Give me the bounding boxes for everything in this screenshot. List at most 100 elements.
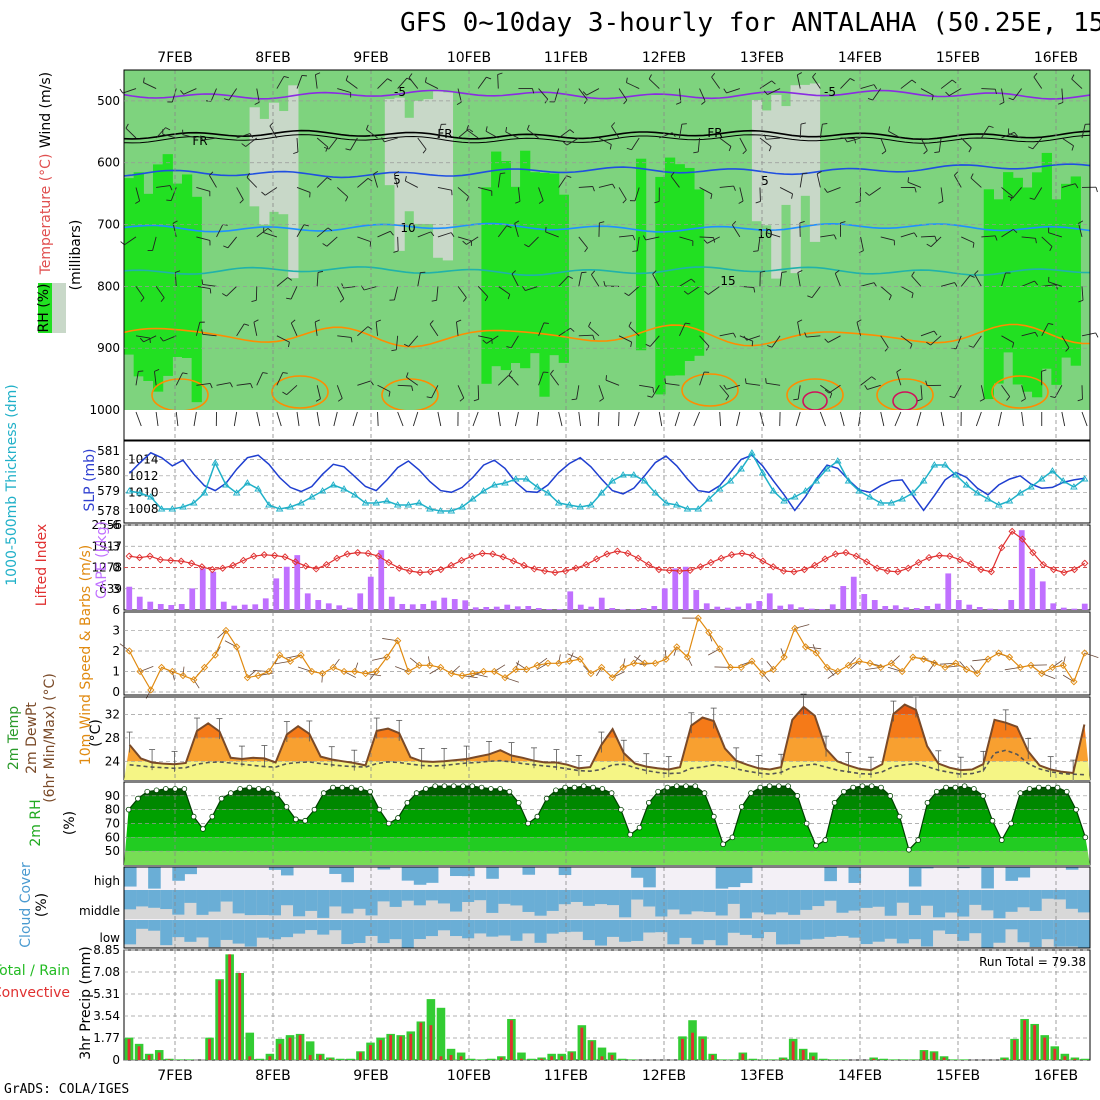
cape-bar bbox=[987, 608, 994, 610]
wind-barb-flag bbox=[642, 235, 647, 241]
data-point bbox=[769, 487, 778, 494]
wind-barb-flag bbox=[317, 270, 324, 273]
cloud-bar bbox=[450, 867, 463, 877]
data-point bbox=[308, 493, 316, 500]
data-point bbox=[572, 564, 580, 572]
cape-bar bbox=[346, 607, 353, 610]
cloud-bar bbox=[933, 920, 946, 931]
data-point bbox=[533, 483, 542, 490]
wind-barb-flag bbox=[824, 338, 829, 343]
isotherm-loop bbox=[271, 375, 329, 409]
precip-total-bar bbox=[517, 1052, 526, 1060]
wind-barb bbox=[236, 323, 245, 337]
cloud-bar bbox=[498, 920, 511, 936]
data-point bbox=[1039, 561, 1047, 569]
wind-barb-flag bbox=[913, 232, 918, 238]
wind-barb bbox=[456, 321, 459, 336]
rh-band bbox=[124, 795, 1090, 810]
wind-barb bbox=[135, 286, 145, 299]
wind-barb-flag bbox=[603, 281, 606, 287]
wind-barb-flag bbox=[628, 321, 632, 327]
wind-barb bbox=[321, 673, 323, 683]
wind-barb-flag bbox=[797, 319, 803, 323]
wind-barb-flag bbox=[911, 293, 914, 299]
data-point bbox=[501, 674, 509, 682]
cape-bar bbox=[819, 609, 826, 610]
precip-total-bar bbox=[959, 1059, 969, 1060]
wind-barb bbox=[867, 384, 881, 390]
wind-barb bbox=[598, 183, 613, 188]
wind-barb-flag bbox=[283, 76, 289, 79]
wind-barb-flag bbox=[337, 398, 343, 402]
data-point bbox=[187, 559, 196, 567]
wind-barb bbox=[1062, 656, 1066, 666]
date-label-bottom: 8FEB bbox=[255, 1068, 290, 1084]
temp-line bbox=[128, 703, 1086, 775]
cloud-bar bbox=[148, 920, 161, 931]
cloud-bar bbox=[437, 890, 451, 904]
wind-barb bbox=[497, 225, 508, 238]
data-point bbox=[876, 499, 885, 506]
wind-barb bbox=[408, 77, 419, 89]
data-point bbox=[887, 499, 896, 506]
wind-barb-flag bbox=[223, 245, 229, 249]
data-point bbox=[460, 783, 466, 789]
wind-barb bbox=[1033, 76, 1043, 89]
wind-barb-flag bbox=[429, 320, 434, 325]
wind-barb bbox=[840, 411, 845, 427]
legend-convective: Convective bbox=[0, 985, 70, 1001]
wind-barb bbox=[1012, 187, 1022, 199]
wind-barb bbox=[578, 186, 593, 188]
data-point bbox=[561, 567, 570, 575]
wind-barb-flag bbox=[522, 286, 526, 291]
wind-barb bbox=[719, 411, 722, 427]
data-point bbox=[520, 561, 528, 570]
wind-barb-flag bbox=[456, 101, 462, 105]
data-point bbox=[190, 676, 198, 684]
wind-barb bbox=[135, 371, 139, 386]
cape-bar bbox=[871, 600, 878, 610]
cloud-bar bbox=[220, 890, 234, 902]
wind-barb bbox=[296, 224, 305, 238]
wind-barb-flag bbox=[462, 240, 467, 245]
cloud-layer-label: middle bbox=[79, 904, 120, 918]
data-point bbox=[1027, 483, 1035, 490]
wind-barb bbox=[316, 411, 320, 427]
wind-barb-flag bbox=[506, 225, 512, 228]
cloud-bar bbox=[522, 920, 536, 934]
wind-barb-flag bbox=[609, 144, 612, 150]
wind-barb-flag bbox=[326, 177, 332, 181]
data-point bbox=[748, 449, 756, 456]
cloud-bar bbox=[353, 890, 366, 909]
cape-bar bbox=[882, 606, 889, 610]
cloud-bar bbox=[836, 920, 849, 936]
cloud-bar bbox=[739, 867, 753, 884]
precip-convective-bar bbox=[701, 1038, 705, 1060]
wind-barb bbox=[900, 335, 913, 345]
data-point bbox=[868, 783, 875, 789]
wind-barb bbox=[651, 385, 660, 398]
wind-barb bbox=[196, 285, 211, 289]
cape-bar bbox=[357, 593, 364, 610]
data-point bbox=[812, 477, 821, 484]
cloud-bar bbox=[800, 920, 813, 940]
cloud-bar bbox=[546, 920, 560, 934]
wind-barb-flag bbox=[840, 221, 846, 224]
wind-barb-flag bbox=[926, 341, 931, 346]
cloud-bar bbox=[1053, 890, 1067, 900]
data-point bbox=[490, 481, 499, 488]
data-point bbox=[822, 837, 829, 843]
cape-bar bbox=[598, 597, 605, 610]
data-point bbox=[555, 659, 563, 667]
wind-barb bbox=[812, 76, 821, 89]
precip-convective-bar bbox=[540, 1058, 544, 1060]
precip-convective-bar bbox=[157, 1052, 161, 1060]
data-point bbox=[705, 495, 713, 502]
data-point bbox=[994, 501, 1003, 508]
wind-barb-flag bbox=[1012, 342, 1015, 348]
precip-total-bar bbox=[899, 1059, 909, 1060]
wind-barb bbox=[708, 285, 720, 295]
wind-barb bbox=[970, 177, 982, 188]
wind-barb-flag bbox=[968, 345, 974, 348]
data-point bbox=[265, 501, 273, 508]
